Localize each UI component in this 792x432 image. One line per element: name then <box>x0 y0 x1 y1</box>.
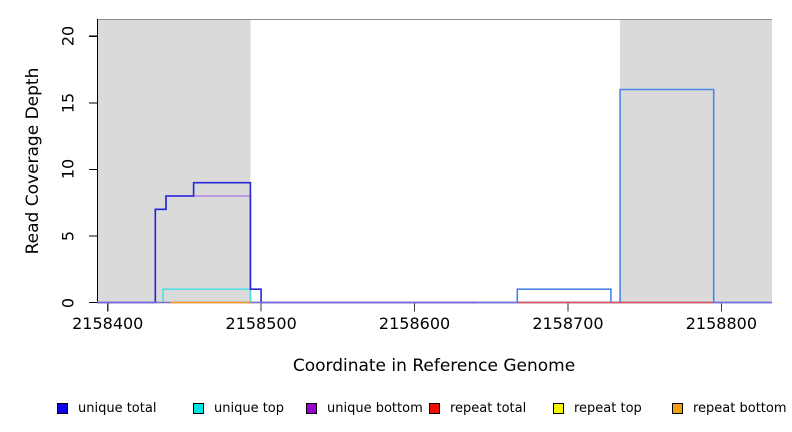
legend-label: repeat top <box>574 401 642 416</box>
repeat-region-left <box>97 20 251 303</box>
series-line-unique-total <box>97 181 476 304</box>
legend-item: repeat top <box>553 401 642 416</box>
x-tick-label: 2158500 <box>225 314 297 333</box>
x-axis-title: Coordinate in Reference Genome <box>292 356 576 376</box>
legend-label: unique bottom <box>327 401 423 416</box>
legend-swatch-icon <box>429 403 440 414</box>
x-tick-label: 2158700 <box>532 314 604 333</box>
legend-swatch-icon <box>553 403 564 414</box>
x-tick-label: 2158400 <box>72 314 144 333</box>
y-tick-label: 5 <box>58 230 78 242</box>
legend-swatch-icon <box>57 403 68 414</box>
repeat-region-right <box>620 20 772 303</box>
y-tick-label: 0 <box>58 297 78 308</box>
legend-item: unique bottom <box>306 401 423 416</box>
legend-swatch-icon <box>672 403 683 414</box>
y-tick-label: 20 <box>58 26 78 47</box>
legend-item: unique total <box>57 401 156 416</box>
legend-swatch-icon <box>193 403 204 414</box>
x-tick-label: 2158600 <box>378 314 451 333</box>
legend-item: repeat bottom <box>672 401 787 416</box>
legend-item: repeat total <box>429 401 526 416</box>
y-tick-label: 10 <box>58 159 78 180</box>
x-tick-label: 2158800 <box>685 314 758 333</box>
y-tick-label: 15 <box>58 92 78 114</box>
legend-label: unique top <box>214 401 285 416</box>
legend-swatch-icon <box>306 403 317 414</box>
y-axis-title: Read Coverage Depth <box>23 67 43 255</box>
legend-label: repeat total <box>450 401 527 416</box>
legend-label: unique total <box>78 401 157 416</box>
legend-label: repeat bottom <box>693 401 787 416</box>
legend-item: unique top <box>193 401 284 416</box>
